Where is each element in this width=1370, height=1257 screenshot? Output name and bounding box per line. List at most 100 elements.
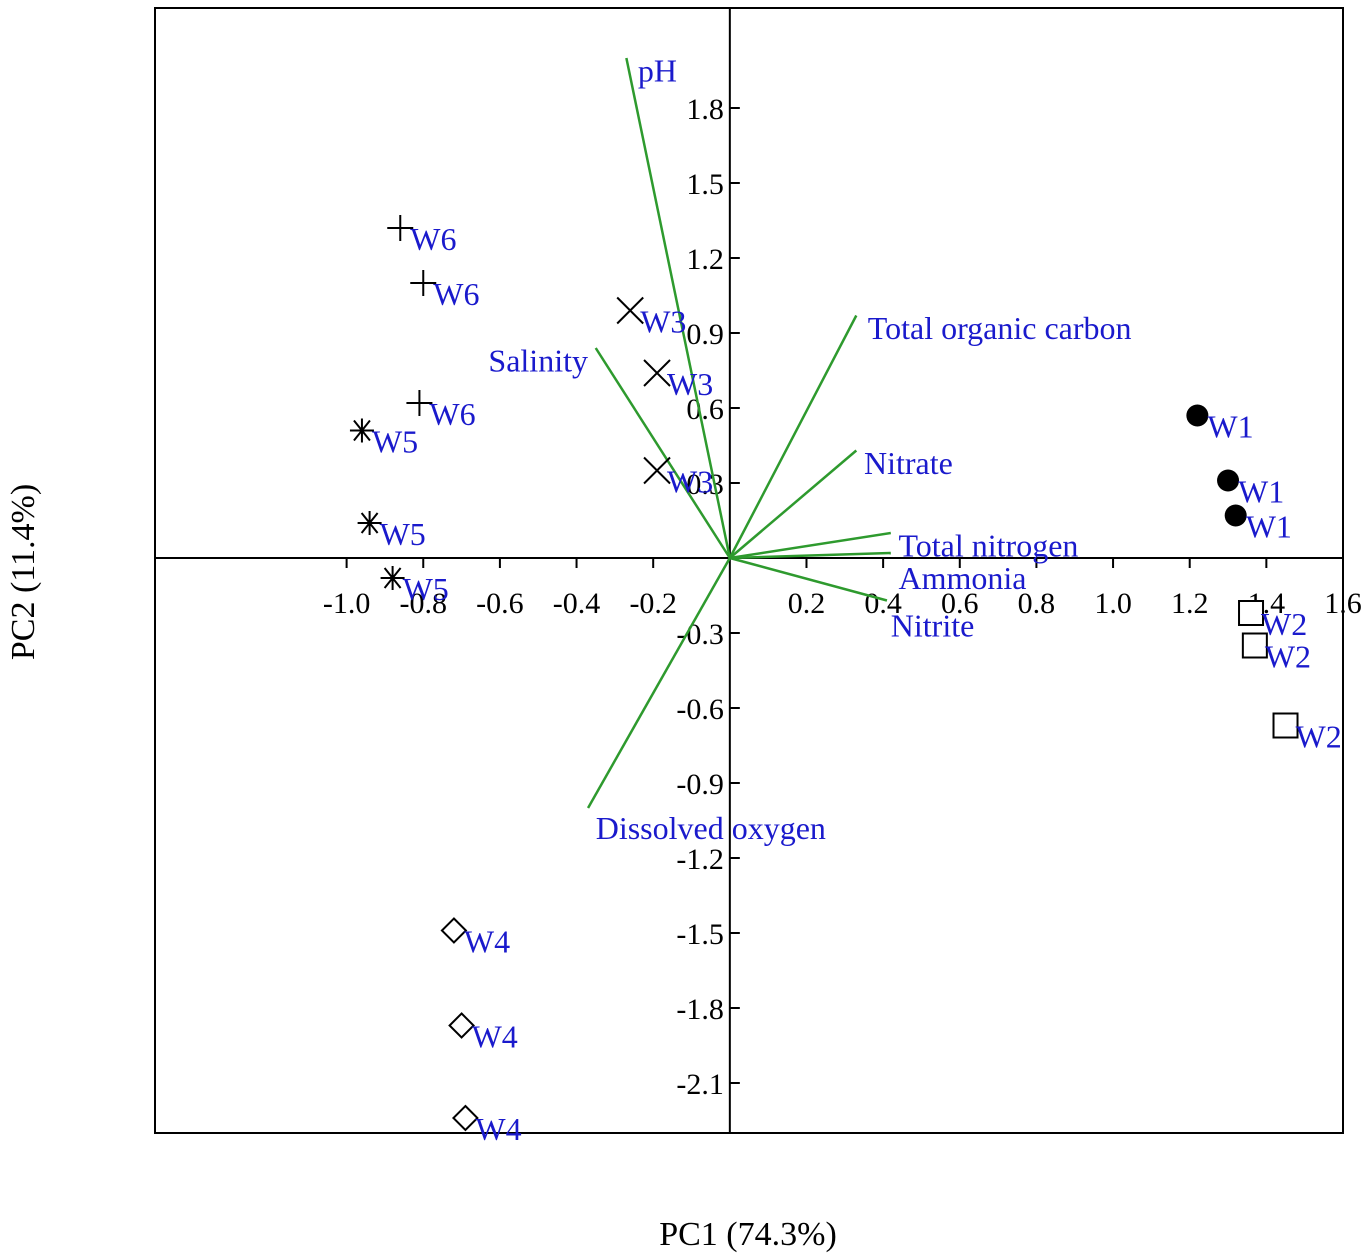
y-tick-label: -1.2 xyxy=(676,843,724,876)
x-tick-label: -0.2 xyxy=(629,587,677,620)
y-tick-label: 1.8 xyxy=(686,93,724,126)
data-point-w1: W1 xyxy=(1186,404,1254,445)
vector-label: Salinity xyxy=(488,343,588,379)
data-point-w3: W3 xyxy=(643,359,713,402)
data-point-w2: W2 xyxy=(1238,600,1307,642)
y-tick-label: 0.9 xyxy=(686,318,724,351)
point-label: W6 xyxy=(410,221,456,257)
vector-label: Dissolved oxygen xyxy=(596,810,826,846)
vector-line xyxy=(729,531,891,560)
data-point-w6: W6 xyxy=(406,390,476,432)
point-label: W3 xyxy=(667,366,713,402)
vector-line xyxy=(729,551,891,560)
x-tick-label: 1.0 xyxy=(1094,587,1132,620)
x-marker xyxy=(616,296,644,325)
vector-label: Total organic carbon xyxy=(868,310,1132,346)
point-label: W5 xyxy=(403,571,449,607)
square-marker xyxy=(1238,600,1265,626)
x-tick-label: 0.2 xyxy=(788,587,826,620)
x-tick-label: 1.2 xyxy=(1171,587,1209,620)
asterisk-marker xyxy=(357,511,382,535)
point-label: W2 xyxy=(1261,606,1307,642)
diamond-marker xyxy=(440,917,468,944)
x-marker xyxy=(643,359,671,387)
x-tick-label: -0.8 xyxy=(400,587,448,620)
vector-label: Ammonia xyxy=(898,560,1026,596)
data-point-w3: W3 xyxy=(643,456,713,500)
point-label: W5 xyxy=(372,424,418,460)
data-point-w4: W4 xyxy=(451,1104,522,1147)
y-tick-label: -1.8 xyxy=(676,993,724,1026)
plus-marker xyxy=(406,390,433,416)
x-tick-labels: -1.0 -0.8 -0.6 -0.4 -0.2 0.2 0.4 0.6 0.8 1.0 1.2 1.… xyxy=(323,587,1362,620)
vector-label: Total nitrogen xyxy=(898,528,1078,564)
point-label: W3 xyxy=(667,464,713,500)
x-tick-label: -1.0 xyxy=(323,587,371,620)
asterisk-marker xyxy=(380,566,405,590)
x-tick-label: -0.4 xyxy=(553,587,601,620)
vector-line xyxy=(594,347,731,559)
data-point-w6: W6 xyxy=(387,215,456,257)
x-tick-label: 0.6 xyxy=(941,587,979,620)
data-point-w5: W5 xyxy=(380,566,449,607)
square-marker xyxy=(1241,632,1268,659)
data-point-w6: W6 xyxy=(410,270,479,312)
point-label: W6 xyxy=(433,276,479,312)
point-label: W6 xyxy=(429,396,475,432)
point-label: W2 xyxy=(1265,639,1311,675)
y-tick-label: -1.5 xyxy=(676,918,724,951)
vector-line xyxy=(625,57,732,559)
diamond-marker xyxy=(448,1012,475,1039)
point-label: W2 xyxy=(1296,719,1342,755)
x-axis-title: PC1 (74.3%) xyxy=(659,1216,837,1253)
point-label: W1 xyxy=(1246,509,1292,545)
square-marker xyxy=(1272,712,1299,739)
y-tick-label: -0.9 xyxy=(676,768,724,801)
y-tick-label: -0.3 xyxy=(676,618,724,651)
y-axis-title: PC2 (11.4%) xyxy=(5,484,42,660)
vector-label: pH xyxy=(638,53,677,89)
point-label: W5 xyxy=(380,516,426,552)
y-tick-label: -0.6 xyxy=(676,693,724,726)
point-label: W4 xyxy=(472,1019,518,1055)
data-point-w3: W3 xyxy=(616,296,686,340)
y-tick-labels: 1.81.51.20.90.60.3-0.3-0.6-0.9-1.2-1.5-1… xyxy=(676,93,724,1101)
data-point-w2: W2 xyxy=(1272,712,1342,755)
diamond-marker xyxy=(451,1104,479,1132)
data-point-w5: W5 xyxy=(349,418,418,460)
point-label: W3 xyxy=(640,304,686,340)
vector-label: Nitrite xyxy=(891,608,975,644)
data-point-w2: W2 xyxy=(1241,632,1311,675)
vector-line xyxy=(586,557,731,809)
axes xyxy=(155,8,1344,1133)
plot-frame xyxy=(154,7,1344,1134)
x-tick-label: 1.6 xyxy=(1324,587,1362,620)
data-point-w4: W4 xyxy=(440,917,510,960)
data-point-w4: W4 xyxy=(448,1012,518,1055)
loading-vectors: pH Total organic carbon Salinity Nitrate Tot… xyxy=(488,53,1131,847)
data-point-w5: W5 xyxy=(357,511,426,552)
x-tick-label: 0.4 xyxy=(864,587,902,620)
y-tick-label: 0.6 xyxy=(686,393,724,426)
point-label: W4 xyxy=(464,924,510,960)
circle-marker xyxy=(1186,404,1209,427)
x-marker xyxy=(643,456,671,485)
plus-marker xyxy=(387,215,414,241)
y-tick-label: 1.2 xyxy=(686,243,724,276)
x-tick-label: 0.8 xyxy=(1018,587,1056,620)
x-tick-label: -0.6 xyxy=(476,587,524,620)
y-tick-label: 1.5 xyxy=(686,168,724,201)
y-tick-label: -2.1 xyxy=(676,1068,724,1101)
asterisk-marker xyxy=(349,418,374,443)
point-label: W1 xyxy=(1238,474,1284,510)
point-label: W1 xyxy=(1207,409,1253,445)
plus-marker xyxy=(410,270,437,296)
data-point-w1: W1 xyxy=(1217,469,1284,510)
data-point-w1: W1 xyxy=(1224,504,1292,545)
vector-line xyxy=(729,556,888,602)
point-label: W4 xyxy=(475,1111,521,1147)
vector-label: Nitrate xyxy=(864,445,953,481)
vector-line xyxy=(729,449,858,559)
